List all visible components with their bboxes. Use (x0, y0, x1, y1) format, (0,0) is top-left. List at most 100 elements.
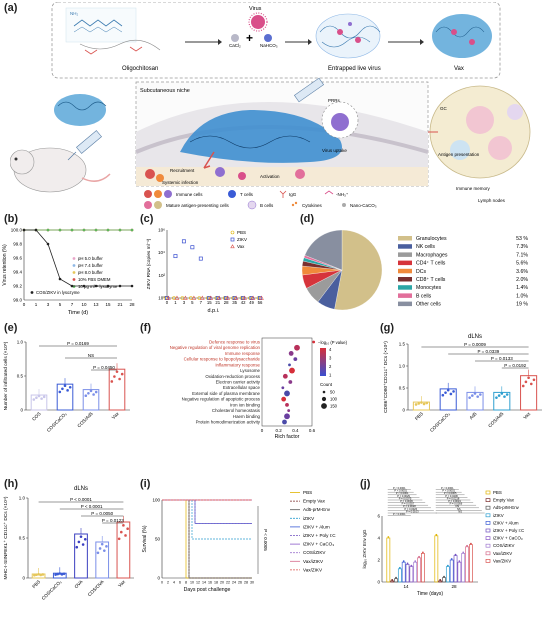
b-ytick: 99.4 (13, 270, 22, 275)
f-dot (285, 402, 289, 407)
j-dot (398, 566, 401, 569)
i-legend-label: iZIKV + Poly I:C (303, 533, 336, 538)
d-legend-value: 7.1% (516, 252, 528, 258)
chart-e-xtick: COS (31, 411, 42, 422)
b-legend-label: 10% FBS DMEM (78, 277, 111, 282)
f-dot (284, 390, 290, 397)
j-stat-label: P < 0.0001 (394, 489, 407, 493)
i-xtick: 24 (232, 581, 236, 585)
b-xtick: 0 (23, 302, 26, 307)
i-ytick: 100 (152, 498, 160, 503)
chart-g-dot (417, 402, 421, 405)
c-point (216, 295, 222, 300)
chart-j: 0 2 4 6 Time (days) log₁₀ ZIKV Env IgG 14 28 P <… (362, 486, 524, 597)
b-point (118, 284, 122, 288)
nahco3-icon (264, 34, 272, 42)
b-point (106, 284, 110, 288)
i-legend-label: iZIKV + CaCO₃ (303, 542, 334, 547)
lymph-node-illustration (429, 85, 531, 179)
c-xtick: 5 (191, 300, 194, 305)
d-legend-swatch (398, 268, 412, 274)
f-xtick: 0 (261, 428, 264, 433)
chart-g-stat-label: P = 0.0192 (504, 363, 526, 368)
chart-h-ytick: 0.5 (19, 536, 26, 541)
b-xtick: 15 (105, 302, 111, 307)
j-dot (458, 560, 461, 563)
f-count-marker (321, 403, 327, 409)
f-colorbar-tick: 3 (329, 356, 332, 361)
d-legend-swatch (398, 277, 412, 282)
chart-g-xtick: Vax (522, 411, 531, 420)
legend-immune: Immune cells (176, 192, 203, 197)
chart-h-bar (116, 521, 131, 579)
chart-g-dot (524, 380, 528, 384)
plus-icon: + (246, 31, 253, 45)
chart-g-dot (532, 378, 536, 382)
i-xtick: 8 (185, 581, 187, 585)
c-point (180, 296, 185, 300)
i-legend-label: Empty Vax (303, 499, 326, 504)
i-xtick: 14 (202, 581, 206, 585)
d-legend-value: 5.6% (516, 261, 528, 267)
f-term-label: Lysosome (240, 368, 260, 373)
immune-memory-label: Immune memory (456, 186, 491, 191)
j-stat-label: P = 0.0006 (400, 499, 413, 503)
chart-h-dot (77, 540, 81, 544)
j-xtick: 14 (403, 584, 409, 589)
gc-label: GC (440, 106, 448, 111)
d-pie-slice (334, 229, 383, 311)
chart-g-xtick: PBS (414, 411, 424, 421)
j-dot (462, 551, 465, 554)
chart-h-dot (122, 524, 125, 527)
j-legend-marker (485, 498, 491, 502)
f-dot (282, 373, 288, 379)
chart-g-title: dLNs (468, 334, 482, 340)
b-point (82, 284, 86, 288)
f-colorbar-tick: 4 (329, 347, 332, 352)
chart-g-stat-label: P = 0.0339 (477, 349, 499, 354)
chart-h-dot (41, 573, 45, 576)
chart-h-stat-label: P < 0.0001 (81, 504, 103, 509)
f-colorbar (320, 348, 326, 376)
j-bar (386, 537, 391, 583)
panel-a-illustration: NH₂ Oligochitosan Virus CaCl₂ NaHCO₃ + E… (10, 2, 531, 210)
f-term-label: Protein homodimerization activity (196, 420, 261, 425)
f-count-label: 150 (330, 404, 338, 409)
c-ytick: 10⁶ (158, 228, 165, 233)
vax-depot-left (54, 94, 107, 126)
chart-g-dot (420, 401, 423, 404)
j-bar (434, 535, 439, 583)
chart-h-stat-label: P = 0.0050 (91, 511, 113, 516)
syringe-niche-icon (294, 77, 324, 103)
syringe-icon (67, 130, 102, 161)
svg-text:NH₂: NH₂ (70, 11, 78, 16)
chart-e-dot (94, 390, 98, 394)
b-xtick: 1 (35, 302, 38, 307)
chart-e-dot (61, 387, 64, 391)
j-stat-label: NS (457, 507, 461, 511)
i-xtick: 10 (190, 581, 194, 585)
c-ytick: 10⁴ (158, 250, 165, 255)
c-xtick: 1 (174, 300, 177, 305)
b-ylabel: Virus retention (%) (2, 244, 8, 286)
f-term-label: Negative regulation of viral genome repl… (170, 345, 261, 350)
j-bar (469, 544, 473, 583)
c-point (183, 295, 188, 300)
panel-a-legend: Immune cells T cells IgG -NH₃⁺ Mature an… (144, 190, 377, 210)
panel-label-g: (g) (380, 322, 395, 334)
c-xtick: 35 (232, 300, 237, 305)
chart-e-dot (87, 391, 90, 395)
j-bar (390, 580, 395, 583)
j-legend-marker (485, 551, 491, 556)
chart-e-dot (42, 395, 46, 399)
c-xtick: 49 (249, 300, 254, 305)
chart-g-dot (521, 384, 525, 388)
chart-g-ytick: 1.5 (399, 342, 406, 347)
j-dot (395, 576, 397, 579)
chart-g-dot (471, 394, 474, 397)
i-xtick: 16 (208, 581, 212, 585)
vax-gel (432, 14, 492, 58)
j-stat-label: P = 0.0026 (405, 507, 418, 511)
